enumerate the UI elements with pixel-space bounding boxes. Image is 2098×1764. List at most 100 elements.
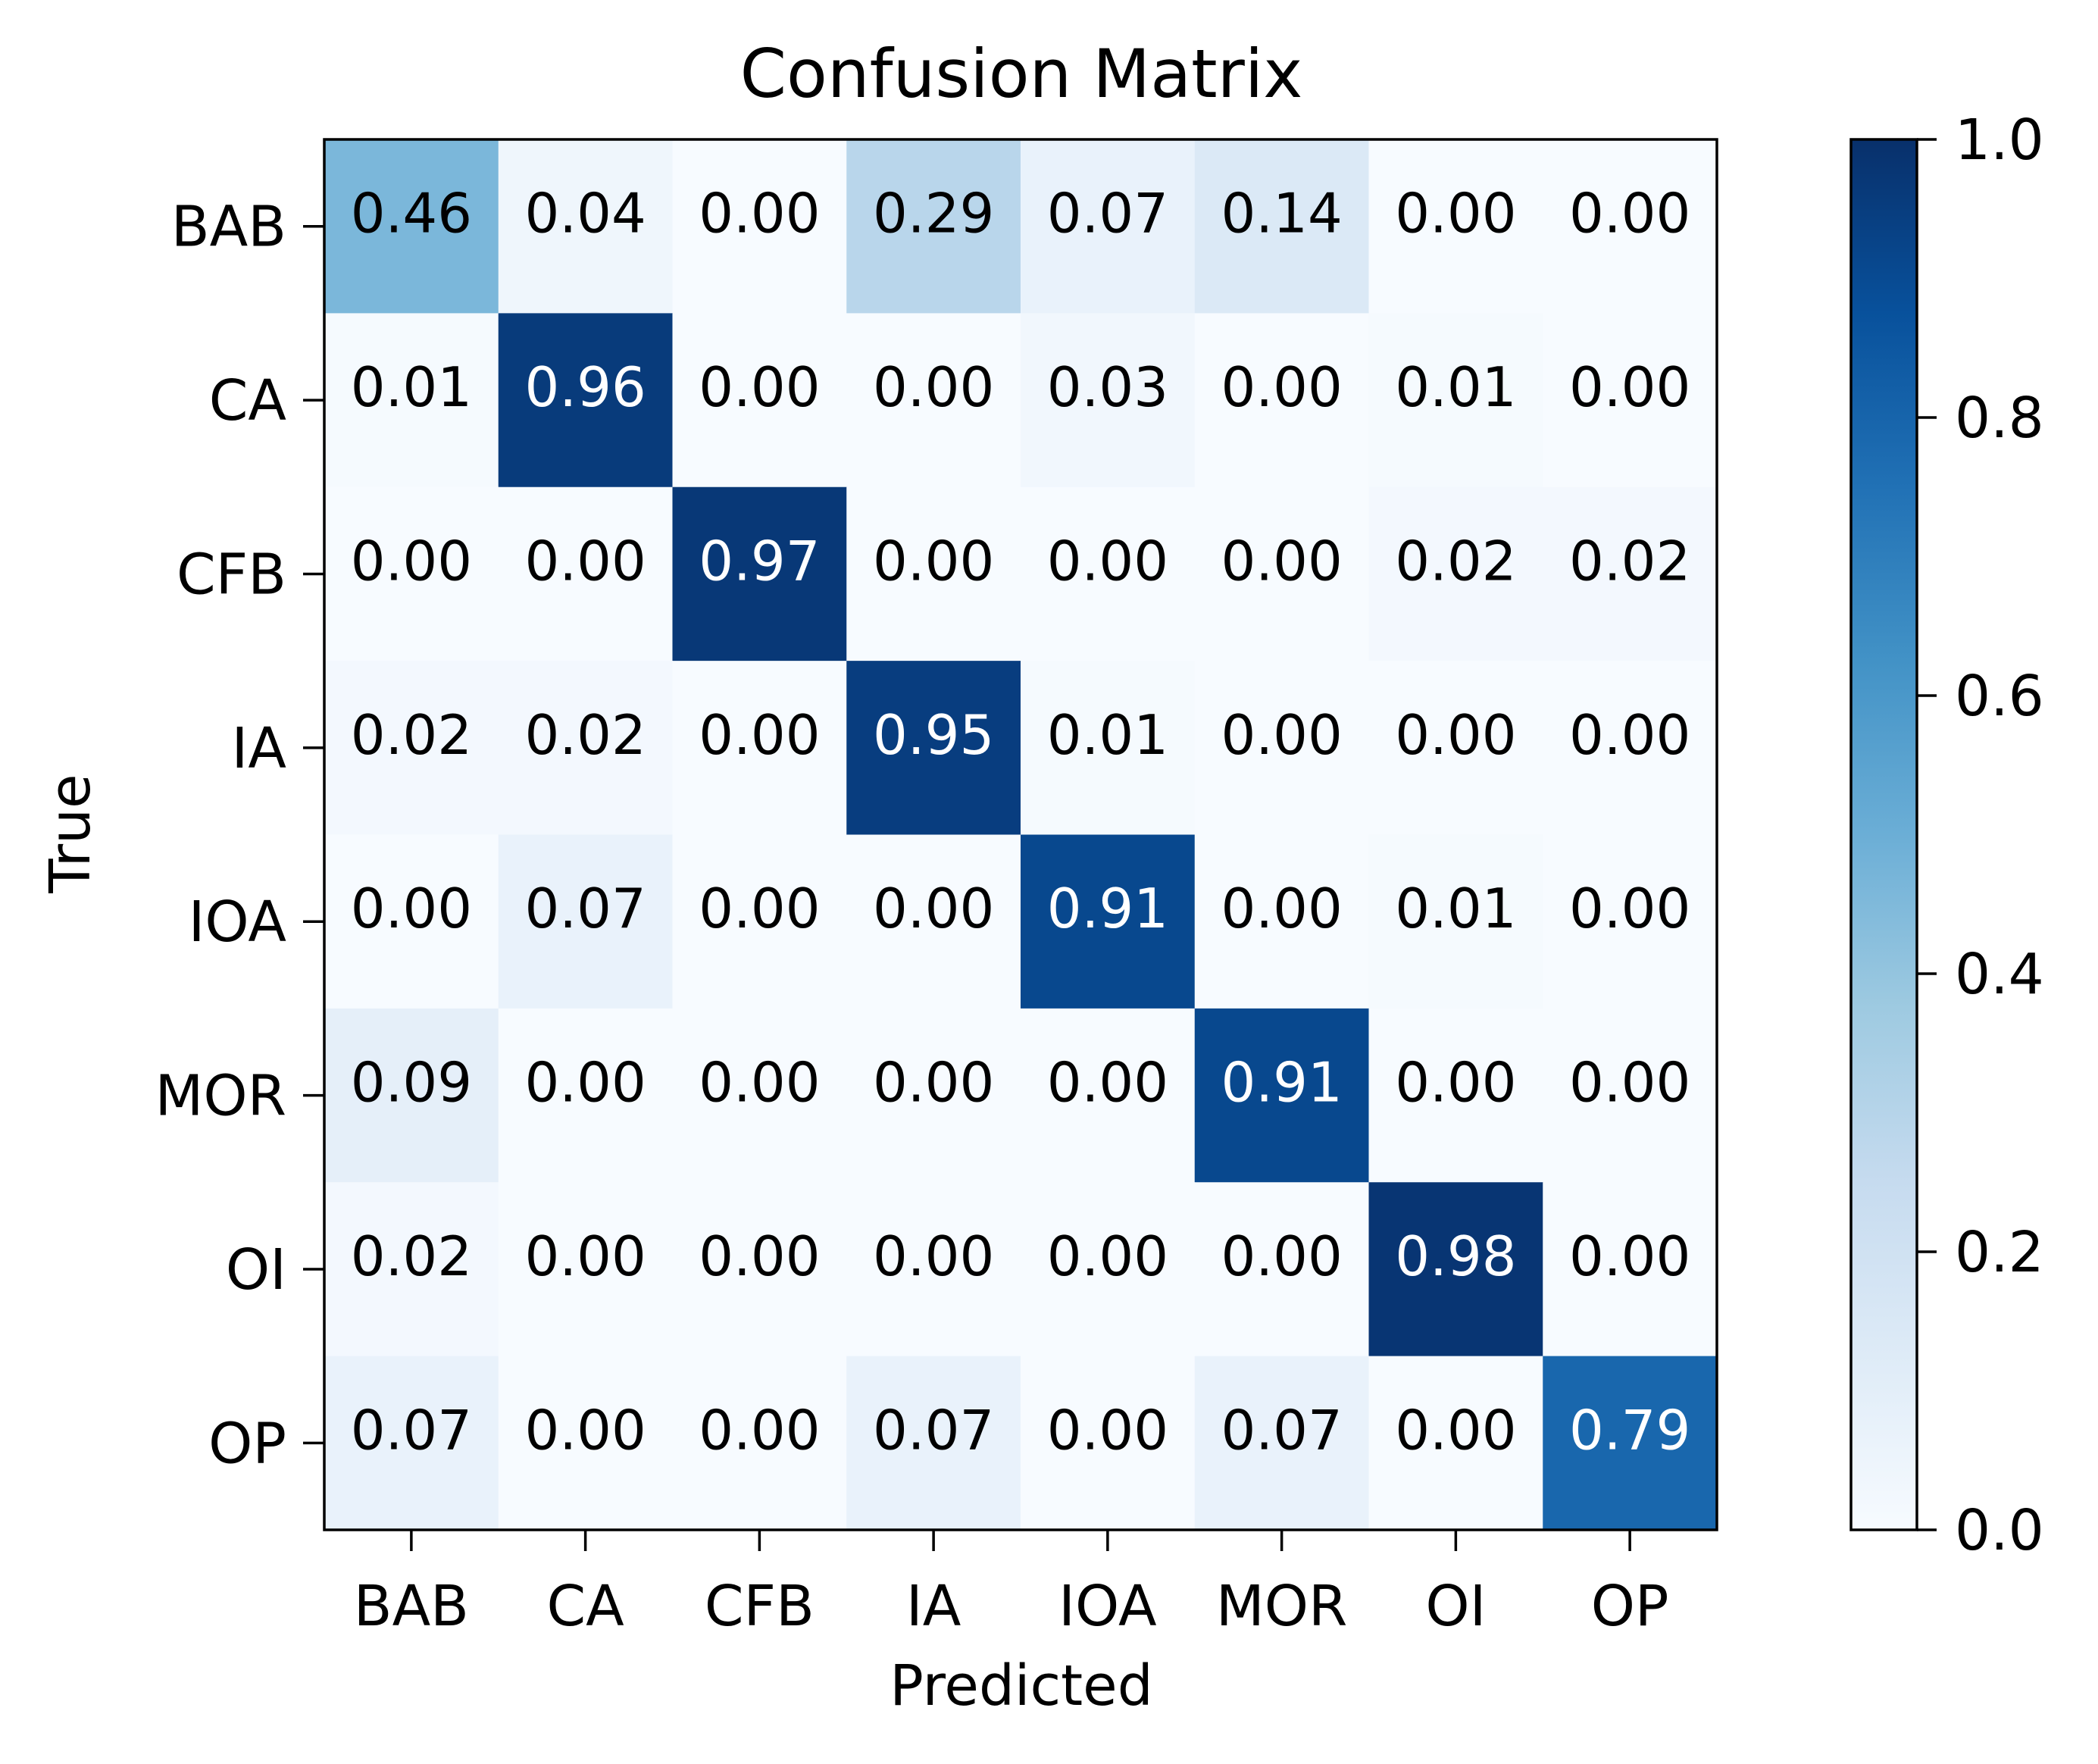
heatmap-cell [1368, 661, 1543, 835]
heatmap-cell [324, 313, 499, 488]
cell-value-label: 0.02 [524, 703, 646, 767]
cell-value-label: 0.01 [1047, 703, 1168, 767]
heatmap-cell [1194, 661, 1369, 835]
cell-value-label: 0.95 [873, 703, 994, 767]
cell-value-label: 0.46 [351, 182, 472, 246]
heatmap-cell [1194, 1356, 1369, 1531]
cell-value-label: 0.00 [699, 1398, 820, 1462]
cell-value-label: 0.02 [351, 703, 472, 767]
heatmap-cell [1543, 834, 1718, 1009]
colorbar-tick-label: 0.8 [1955, 386, 2044, 451]
x-tick-label: IA [906, 1574, 961, 1639]
cell-value-label: 0.00 [873, 877, 994, 940]
heatmap-cell [1368, 139, 1543, 314]
cell-value-label: 0.00 [699, 1224, 820, 1288]
y-tick-label: BAB [171, 195, 286, 260]
heatmap-cell [1021, 486, 1196, 662]
heatmap-cell [846, 139, 1021, 314]
cell-value-label: 0.96 [524, 355, 646, 419]
heatmap-cell [324, 486, 499, 662]
heatmap-cell [324, 661, 499, 835]
heatmap-cell [324, 1356, 499, 1531]
heatmap-cell [846, 313, 1021, 488]
cell-value-label: 0.00 [1047, 1051, 1168, 1115]
heatmap-grid: 0.46 0.04 0.00 0.29 0.07 0.14 0.00 0.00 0.01 0.96… [323, 138, 1718, 1531]
x-axis-ticks: BAB CA CFB IA IOA MOR OI OP [354, 1530, 1669, 1639]
cell-value-label: 0.00 [873, 1224, 994, 1288]
chart-title: Confusion Matrix [740, 35, 1303, 113]
heatmap-cell [672, 139, 847, 314]
y-tick-label: OI [226, 1237, 286, 1303]
heatmap-cell [846, 661, 1021, 835]
heatmap-cell [324, 834, 499, 1009]
colorbar-tick-label: 0.4 [1955, 942, 2044, 1007]
y-tick-label: OP [208, 1411, 286, 1476]
heatmap-cell [1543, 139, 1718, 314]
heatmap-cell [1194, 486, 1369, 662]
heatmap-cell [1368, 486, 1543, 662]
cell-value-label: 0.00 [699, 703, 820, 767]
cell-value-label: 0.00 [873, 1051, 994, 1115]
cell-value-label: 0.09 [351, 1051, 472, 1115]
cell-value-label: 0.00 [1569, 703, 1690, 767]
cell-value-label: 0.00 [699, 1051, 820, 1115]
cell-value-label: 0.07 [873, 1398, 994, 1462]
cell-value-label: 0.00 [1047, 1224, 1168, 1288]
heatmap-cell [846, 1008, 1021, 1183]
cell-value-label: 0.02 [1569, 529, 1690, 593]
cell-value-label: 0.29 [873, 182, 994, 246]
cell-value-label: 0.00 [524, 1051, 646, 1115]
y-tick-label: CA [209, 368, 287, 433]
heatmap-cell [1194, 1182, 1369, 1357]
cell-value-label: 0.00 [1047, 529, 1168, 593]
y-tick-label: IOA [189, 890, 287, 955]
cell-value-label: 0.00 [1221, 355, 1342, 419]
x-tick-label: CFB [705, 1574, 814, 1639]
cell-value-label: 0.00 [873, 529, 994, 593]
cell-value-label: 0.00 [1395, 1398, 1516, 1462]
cell-value-label: 0.97 [699, 529, 820, 593]
cell-value-label: 0.00 [1221, 1224, 1342, 1288]
colorbar-gradient [1849, 138, 1918, 1531]
heatmap-cell [324, 1008, 499, 1183]
cell-value-label: 0.00 [1221, 529, 1342, 593]
cell-value-label: 0.00 [524, 1398, 646, 1462]
heatmap-cell [1368, 313, 1543, 488]
heatmap-cell [498, 661, 673, 835]
cell-value-label: 0.00 [524, 529, 646, 593]
cell-value-label: 0.00 [1221, 703, 1342, 767]
cell-value-label: 0.00 [699, 355, 820, 419]
heatmap-cell [498, 313, 673, 488]
heatmap-cell [672, 313, 847, 488]
cell-value-label: 0.98 [1395, 1224, 1516, 1288]
cell-value-label: 0.00 [524, 1224, 646, 1288]
cell-value-label: 0.00 [351, 877, 472, 940]
x-tick-label: MOR [1216, 1574, 1348, 1639]
heatmap-cell [324, 1182, 499, 1357]
y-tick-label: IA [232, 716, 287, 781]
heatmap-cell [1194, 313, 1369, 488]
heatmap-cell [498, 1008, 673, 1183]
heatmap-cell [1543, 1182, 1718, 1357]
x-tick-label: OI [1425, 1574, 1486, 1639]
heatmap-cell [498, 1356, 673, 1531]
heatmap-cell [672, 661, 847, 835]
y-tick-label: MOR [155, 1064, 286, 1129]
cell-value-label: 0.00 [1047, 1398, 1168, 1462]
x-tick-label: IOA [1058, 1574, 1157, 1639]
heatmap-cell [1021, 661, 1196, 835]
cell-value-label: 0.00 [1395, 182, 1516, 246]
heatmap-cell [672, 1008, 847, 1183]
heatmap-cell [1194, 834, 1369, 1009]
heatmap-cell [1021, 1008, 1196, 1183]
heatmap-cell [1543, 1356, 1718, 1531]
cell-value-label: 0.00 [1569, 877, 1690, 940]
x-tick-label: CA [546, 1574, 624, 1639]
heatmap-cell [498, 139, 673, 314]
heatmap-cell [1021, 834, 1196, 1009]
heatmap-cell [672, 1182, 847, 1357]
cell-value-label: 0.03 [1047, 355, 1168, 419]
heatmap-cell [1368, 1008, 1543, 1183]
cell-value-label: 0.79 [1569, 1398, 1690, 1462]
heatmap-cell [324, 139, 499, 314]
